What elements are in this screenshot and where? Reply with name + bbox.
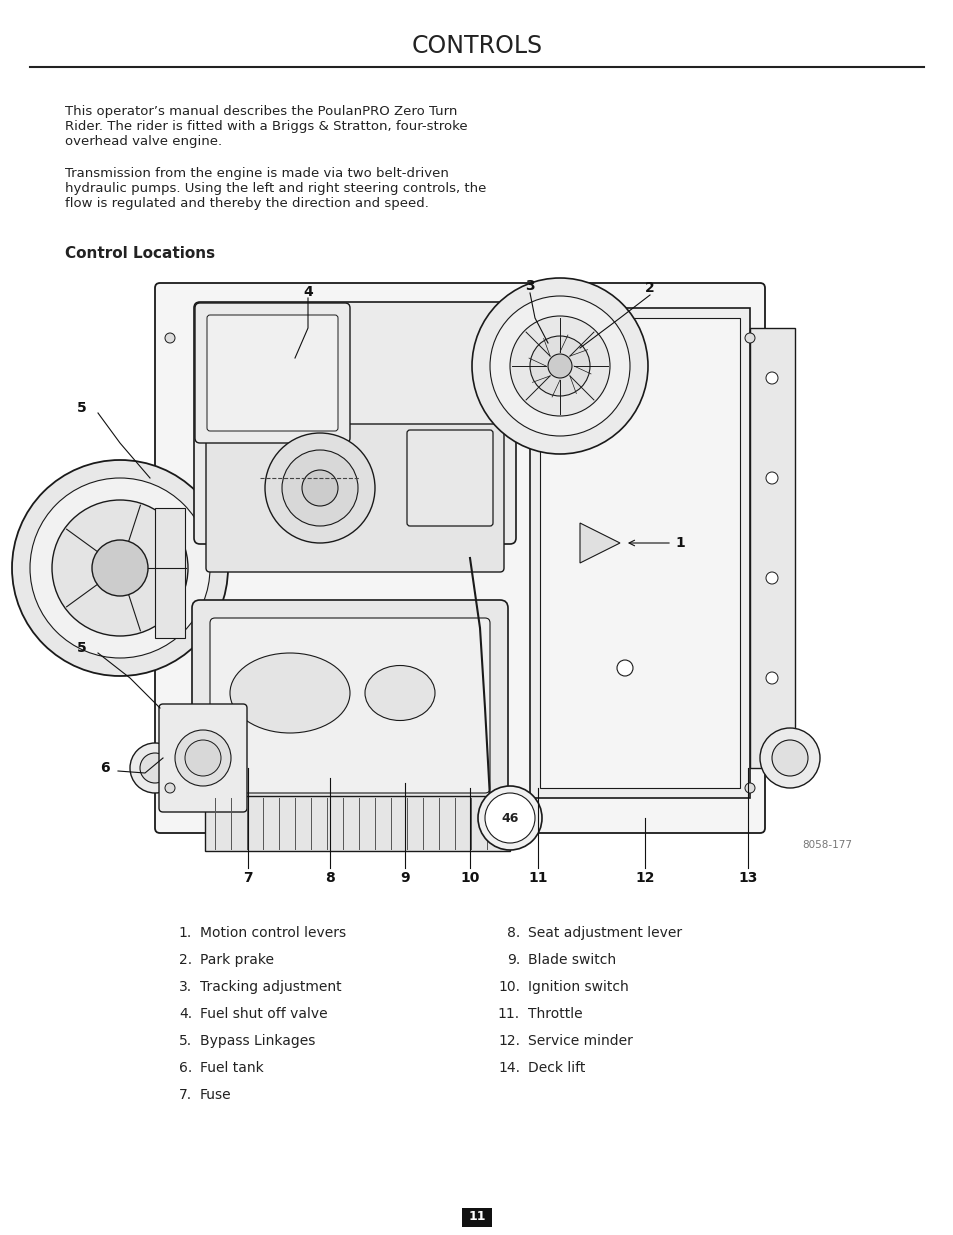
Text: 3: 3: [525, 279, 535, 293]
Circle shape: [744, 333, 754, 343]
Ellipse shape: [230, 653, 350, 734]
Text: 2: 2: [644, 282, 654, 295]
Circle shape: [484, 793, 535, 844]
Text: Motion control levers: Motion control levers: [200, 926, 346, 940]
Text: 4.: 4.: [178, 1007, 192, 1021]
Circle shape: [510, 316, 609, 416]
Text: 12: 12: [635, 871, 654, 885]
Circle shape: [185, 740, 221, 776]
Circle shape: [760, 727, 820, 788]
Circle shape: [265, 433, 375, 543]
Polygon shape: [579, 522, 619, 563]
Circle shape: [530, 336, 589, 396]
Bar: [205, 797, 510, 851]
Text: 14.: 14.: [497, 1061, 519, 1074]
Ellipse shape: [365, 666, 435, 720]
FancyBboxPatch shape: [210, 618, 490, 793]
Text: Control Locations: Control Locations: [65, 246, 214, 261]
Circle shape: [744, 783, 754, 793]
FancyBboxPatch shape: [159, 704, 247, 811]
Bar: [154, 508, 185, 638]
Circle shape: [771, 740, 807, 776]
Text: 4: 4: [303, 285, 313, 299]
Text: Fuel shut off valve: Fuel shut off valve: [200, 1007, 327, 1021]
Text: 9.: 9.: [506, 953, 519, 967]
Text: 13: 13: [738, 871, 757, 885]
Circle shape: [165, 783, 174, 793]
Bar: [749, 329, 794, 768]
Text: 12.: 12.: [497, 1034, 519, 1049]
Text: 9: 9: [399, 871, 410, 885]
Text: 2.: 2.: [178, 953, 192, 967]
Circle shape: [765, 472, 778, 484]
Text: Rider. The rider is fitted with a Briggs & Stratton, four-stroke: Rider. The rider is fitted with a Briggs…: [65, 120, 467, 133]
Bar: [461, 1208, 492, 1228]
FancyBboxPatch shape: [407, 430, 493, 526]
Text: 1.: 1.: [178, 926, 192, 940]
Circle shape: [30, 478, 210, 658]
Circle shape: [765, 672, 778, 684]
Circle shape: [130, 743, 180, 793]
Bar: [539, 317, 740, 788]
Text: Bypass Linkages: Bypass Linkages: [200, 1034, 315, 1049]
Text: 3.: 3.: [178, 981, 192, 994]
Text: Service minder: Service minder: [527, 1034, 632, 1049]
Bar: [530, 308, 749, 798]
Text: Park prake: Park prake: [200, 953, 274, 967]
Text: Tracking adjustment: Tracking adjustment: [200, 981, 341, 994]
Text: This operator’s manual describes the PoulanPRO Zero Turn: This operator’s manual describes the Pou…: [65, 105, 456, 119]
Circle shape: [140, 753, 170, 783]
Circle shape: [91, 540, 148, 597]
Text: 11.: 11.: [497, 1007, 519, 1021]
FancyBboxPatch shape: [154, 283, 764, 832]
Text: 7.: 7.: [178, 1088, 192, 1102]
Text: Fuse: Fuse: [200, 1088, 232, 1102]
Text: 8058-177: 8058-177: [801, 840, 851, 850]
Circle shape: [490, 296, 629, 436]
Circle shape: [617, 390, 633, 406]
Circle shape: [477, 785, 541, 850]
Circle shape: [765, 572, 778, 584]
Circle shape: [52, 500, 188, 636]
Text: 6.: 6.: [178, 1061, 192, 1074]
Circle shape: [765, 372, 778, 384]
Text: 1: 1: [675, 536, 684, 550]
Text: 8: 8: [325, 871, 335, 885]
Text: 7: 7: [243, 871, 253, 885]
Text: 10: 10: [460, 871, 479, 885]
Text: Fuel tank: Fuel tank: [200, 1061, 263, 1074]
FancyBboxPatch shape: [192, 600, 507, 811]
Text: 5: 5: [77, 401, 87, 415]
Circle shape: [472, 278, 647, 454]
Text: flow is regulated and thereby the direction and speed.: flow is regulated and thereby the direct…: [65, 198, 429, 210]
Circle shape: [302, 471, 337, 506]
Text: 5: 5: [77, 641, 87, 655]
FancyBboxPatch shape: [206, 424, 503, 572]
Circle shape: [617, 659, 633, 676]
Text: hydraulic pumps. Using the left and right steering controls, the: hydraulic pumps. Using the left and righ…: [65, 182, 486, 195]
Text: 11: 11: [468, 1210, 485, 1224]
Text: Seat adjustment lever: Seat adjustment lever: [527, 926, 681, 940]
FancyBboxPatch shape: [194, 303, 350, 443]
Text: CONTROLS: CONTROLS: [411, 35, 542, 58]
Text: 5.: 5.: [178, 1034, 192, 1049]
Text: 46: 46: [500, 811, 518, 825]
Circle shape: [547, 354, 572, 378]
Text: Throttle: Throttle: [527, 1007, 582, 1021]
Text: Ignition switch: Ignition switch: [527, 981, 628, 994]
Circle shape: [12, 459, 228, 676]
Text: overhead valve engine.: overhead valve engine.: [65, 135, 222, 148]
Text: Deck lift: Deck lift: [527, 1061, 585, 1074]
Text: Transmission from the engine is made via two belt-driven: Transmission from the engine is made via…: [65, 167, 449, 180]
Circle shape: [282, 450, 357, 526]
Circle shape: [165, 333, 174, 343]
Text: 11: 11: [528, 871, 547, 885]
FancyBboxPatch shape: [207, 315, 337, 431]
Text: Blade switch: Blade switch: [527, 953, 616, 967]
Text: 6: 6: [100, 761, 110, 776]
Text: 10.: 10.: [497, 981, 519, 994]
FancyBboxPatch shape: [193, 303, 516, 543]
Circle shape: [174, 730, 231, 785]
Text: 8.: 8.: [506, 926, 519, 940]
